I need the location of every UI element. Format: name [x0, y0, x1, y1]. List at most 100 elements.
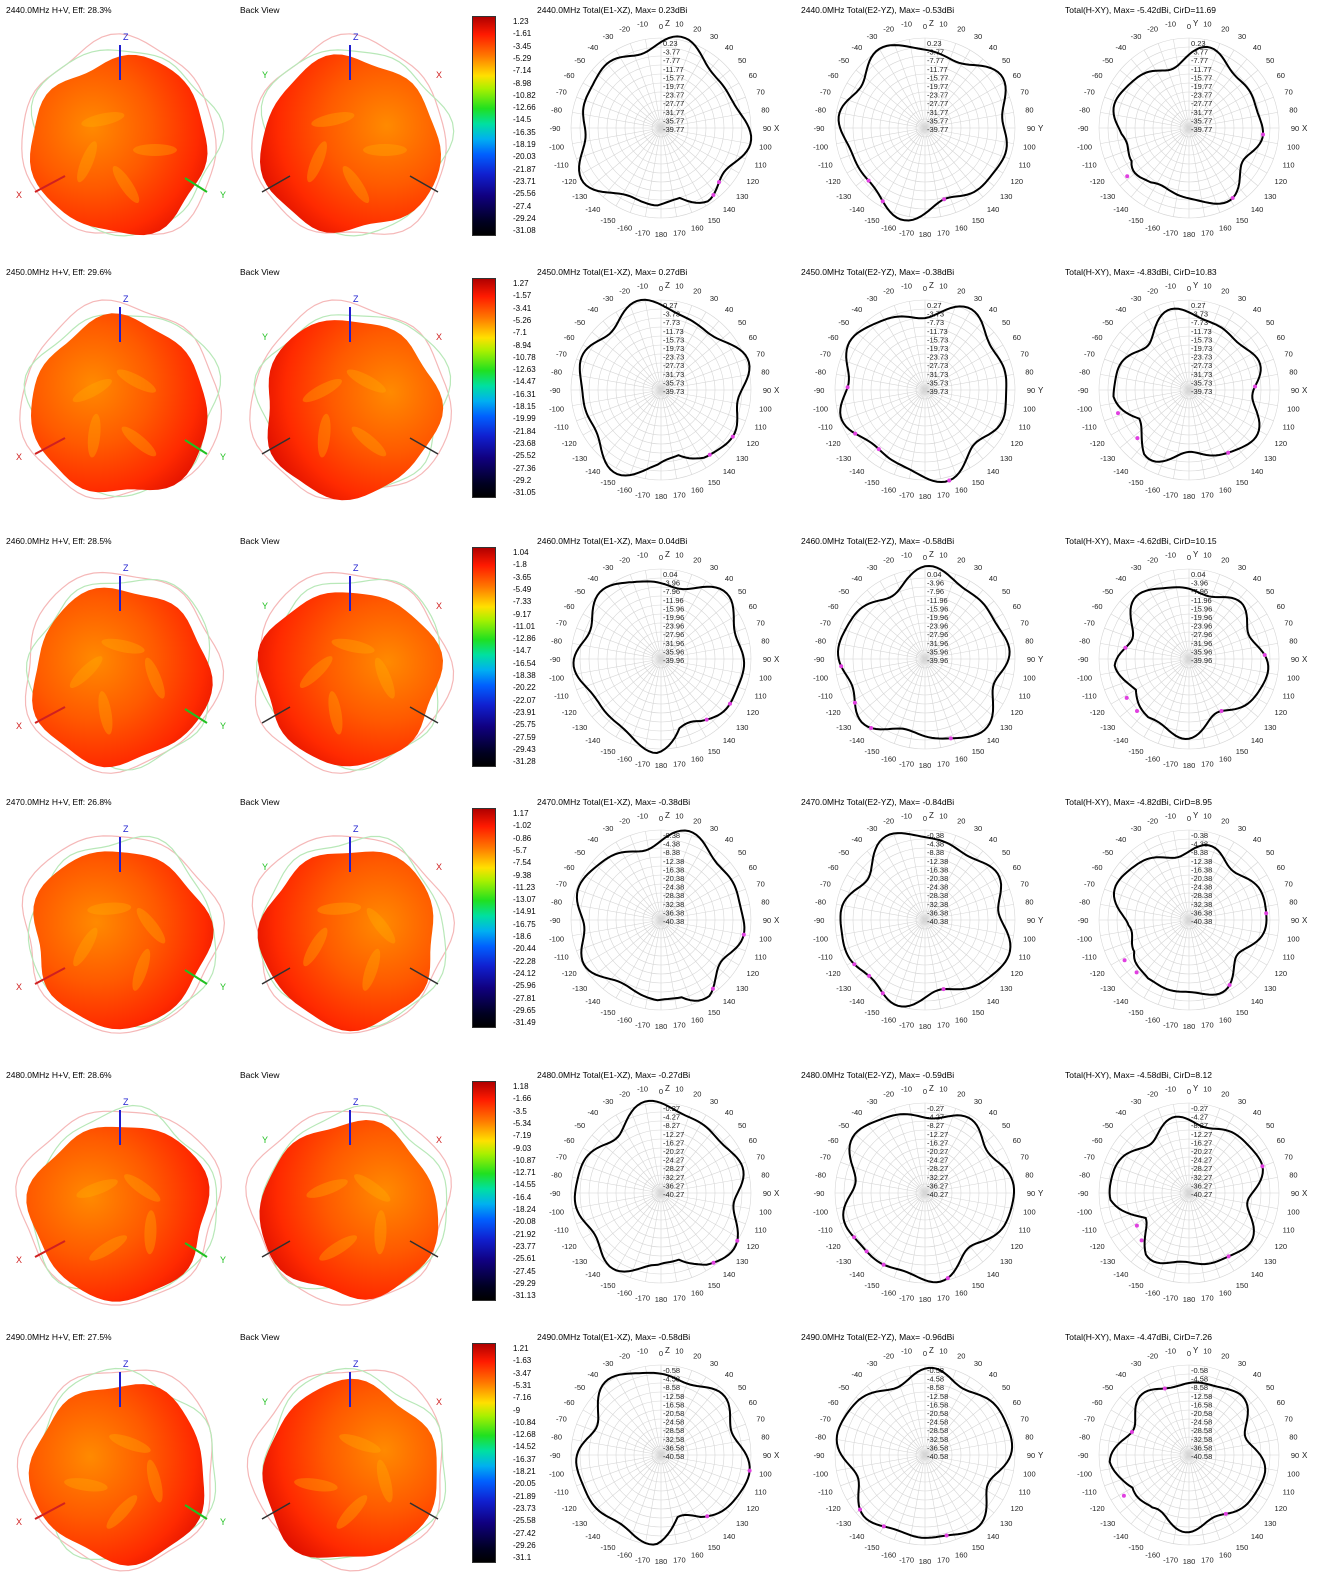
iso-title: 2440.0MHz H+V, Eff: 28.3% [6, 5, 112, 15]
ring-value: -40.27 [927, 1190, 948, 1199]
ring-value: -16.27 [927, 1138, 948, 1147]
ring-value: -4.58 [1191, 1375, 1208, 1384]
angle-label: -90 [550, 655, 561, 664]
colorbar-tick: -31.49 [513, 1018, 536, 1028]
angle-label: -90 [814, 1451, 825, 1460]
surface-highlight [81, 112, 125, 127]
angle-label: -80 [551, 1433, 562, 1442]
marker-point [1134, 1223, 1139, 1228]
angle-label: -150 [600, 478, 615, 487]
angle-label: 150 [972, 747, 985, 756]
pattern-surface [32, 587, 213, 768]
ring-value: -27.73 [663, 361, 684, 370]
angle-label: 0 [1187, 22, 1191, 31]
marker-point [869, 726, 874, 730]
ring-value: -23.77 [927, 91, 948, 100]
angle-label: 70 [756, 88, 764, 97]
angle-label: 30 [710, 824, 718, 833]
angle-label: 0 [659, 284, 663, 293]
marker-point [1124, 695, 1129, 700]
angle-label: 10 [1203, 20, 1211, 29]
surface-highlight [69, 656, 103, 688]
ring-value: -0.58 [1191, 1366, 1208, 1375]
axis-letter-right: Y [1038, 386, 1044, 395]
surface-highlight [374, 657, 395, 699]
angle-label: 40 [989, 574, 997, 583]
angle-label: 10 [1203, 1347, 1211, 1356]
angle-label: -150 [600, 1281, 615, 1290]
angle-label: 180 [655, 761, 668, 770]
angle-label: -20 [1147, 555, 1158, 564]
outline-ring [21, 835, 226, 1034]
colorbar-tick: -23.68 [513, 438, 536, 448]
angle-label: -60 [564, 333, 575, 342]
ring-value: -31.77 [927, 108, 948, 117]
angle-label: 150 [972, 1008, 985, 1017]
marker-point [942, 197, 947, 202]
angle-label: 20 [693, 816, 701, 825]
angle-label: -150 [864, 216, 879, 225]
angle-label: -100 [813, 142, 828, 151]
surface-highlight [146, 1459, 163, 1503]
colorbar-gradient [472, 547, 496, 767]
z-axis-letter: Z [123, 32, 129, 42]
angle-label: -20 [883, 24, 894, 33]
angle-label: 50 [738, 318, 746, 327]
polar-plot: 2490.0MHz Total(E2-YZ), Max= -0.96dBi 0 10… [797, 1327, 1057, 1589]
angle-label: 20 [693, 1351, 701, 1360]
angle-label: 70 [1020, 1415, 1028, 1424]
colorbar: 1.18 -1.66 -3.5 -5.34 -7.19 -9.03 -10.87 -12.71… [468, 1081, 538, 1303]
ring-value: -0.38 [663, 831, 680, 840]
angle-label: 0 [659, 814, 663, 823]
angle-label: 160 [955, 755, 968, 764]
colorbar-tick: -18.15 [513, 402, 536, 411]
angle-label: -110 [818, 1225, 832, 1234]
colorbar-tick: -0.86 [513, 833, 532, 843]
angle-label: -120 [826, 1242, 841, 1251]
pattern-trace [837, 44, 1008, 222]
angle-label: 60 [1277, 333, 1285, 342]
angle-label: -120 [562, 1504, 577, 1513]
colorbar-tick: -29.2 [513, 475, 532, 485]
ring-value: -3.96 [927, 579, 944, 588]
ring-value: -40.38 [663, 917, 684, 926]
angle-label: 140 [1251, 1532, 1264, 1541]
colorbar-tick: -5.34 [513, 1118, 532, 1128]
angle-label: -40 [1115, 1370, 1126, 1379]
y-axis-letter: Y [220, 452, 226, 462]
back-view-label: Back View [240, 536, 280, 546]
angle-label: -40 [587, 305, 598, 314]
angle-label: 50 [1002, 1383, 1010, 1392]
y-axis-letter: Y [262, 862, 268, 872]
ring-value: -11.73 [663, 327, 684, 336]
angle-label: 50 [1266, 56, 1274, 65]
angle-label: -20 [619, 1351, 630, 1360]
angle-label: -130 [1100, 192, 1115, 201]
angle-label: -110 [554, 1225, 568, 1234]
angle-label: 20 [693, 24, 701, 33]
angle-label: 120 [1011, 1242, 1024, 1251]
ring-value: -7.73 [663, 318, 680, 327]
angle-label: -70 [820, 619, 831, 628]
angle-label: 30 [974, 294, 982, 303]
colorbar-tick: -16.54 [513, 658, 536, 668]
pattern-row: 2480.0MHz H+V, Eff: 28.6% Z X Y Back View Z Y X… [0, 1065, 1322, 1327]
ring-value: -20.27 [927, 1147, 948, 1156]
angle-label: 60 [749, 333, 757, 342]
angle-label: 150 [972, 216, 985, 225]
angle-label: -170 [899, 1293, 914, 1302]
angle-label: -130 [1100, 1257, 1115, 1266]
surface-highlight [116, 369, 157, 393]
angle-label: -90 [814, 916, 825, 925]
ring-value: -27.96 [1191, 630, 1212, 639]
angle-label: -150 [600, 1008, 615, 1017]
z-axis-letter: Z [353, 32, 359, 42]
angle-label: 20 [1221, 24, 1229, 33]
angle-label: -60 [564, 1136, 575, 1145]
angle-label: -140 [1113, 736, 1128, 745]
angle-label: -20 [619, 816, 630, 825]
surface-highlight [109, 1434, 151, 1453]
angle-label: -20 [619, 24, 630, 33]
colorbar-tick: -1.57 [513, 291, 532, 301]
angle-label: 0 [1187, 1349, 1191, 1358]
